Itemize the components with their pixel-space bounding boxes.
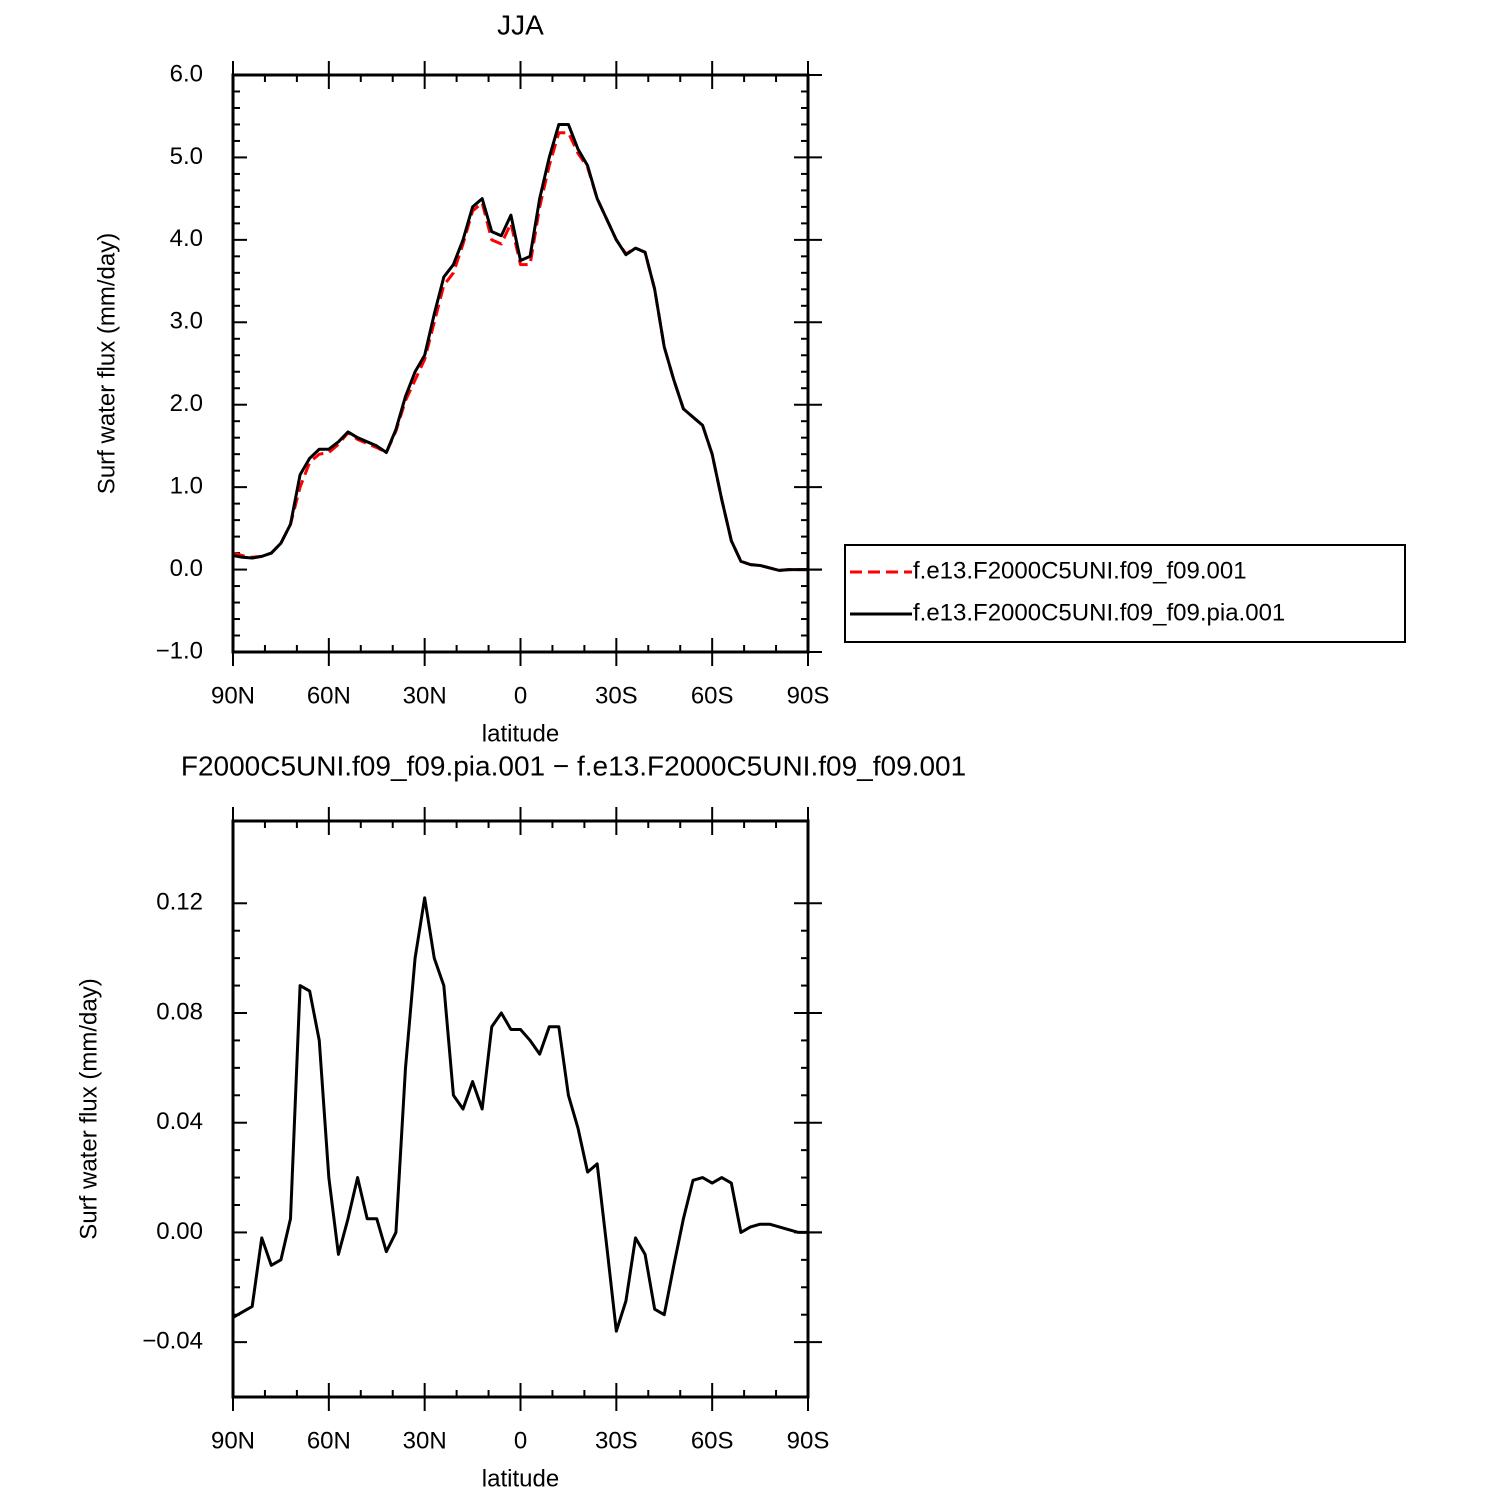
y-tick-label: 5.0: [170, 143, 203, 170]
y-tick-label: 4.0: [170, 225, 203, 252]
x-tick-label: 30S: [595, 682, 638, 709]
x-axis-label: latitude: [482, 1465, 559, 1492]
x-tick-label: 30S: [595, 1427, 638, 1454]
x-axis-label: latitude: [482, 720, 559, 747]
x-tick-label: 90N: [211, 1427, 255, 1454]
legend-label: f.e13.F2000C5UNI.f09_f09.pia.001: [913, 599, 1285, 626]
x-tick-label: 0: [514, 1427, 527, 1454]
y-tick-label: −0.04: [142, 1327, 203, 1354]
y-tick-label: 0.08: [156, 998, 203, 1025]
y-tick-label: 0.04: [156, 1108, 203, 1135]
x-tick-label: 60N: [307, 1427, 351, 1454]
chart-title: JJA: [497, 9, 544, 40]
x-tick-label: 60S: [691, 682, 734, 709]
x-tick-label: 60S: [691, 1427, 734, 1454]
y-tick-label: 0.12: [156, 889, 203, 916]
y-tick-label: 2.0: [170, 390, 203, 417]
y-tick-label: −1.0: [156, 637, 203, 664]
y-tick-label: 3.0: [170, 308, 203, 335]
legend-label: f.e13.F2000C5UNI.f09_f09.001: [913, 557, 1247, 584]
chart-title: F2000C5UNI.f09_f09.pia.001 − f.e13.F2000…: [181, 750, 966, 781]
y-axis-label: Surf water flux (mm/day): [75, 978, 102, 1239]
x-tick-label: 90S: [787, 1427, 830, 1454]
x-tick-label: 30N: [403, 1427, 447, 1454]
data-line: [232, 122, 808, 572]
x-tick-label: 0: [514, 682, 527, 709]
x-tick-label: 90S: [787, 682, 830, 709]
plot-frame: [231, 73, 810, 654]
y-axis-label: Surf water flux (mm/day): [93, 233, 120, 494]
y-tick-label: 1.0: [170, 472, 203, 499]
y-tick-label: 6.0: [170, 60, 203, 87]
x-tick-label: 60N: [307, 682, 351, 709]
plot-frame: [231, 819, 810, 1399]
data-line: [232, 896, 808, 1333]
x-tick-label: 30N: [403, 682, 447, 709]
y-tick-label: 0.0: [170, 555, 203, 582]
x-tick-label: 90N: [211, 682, 255, 709]
y-tick-label: 0.00: [156, 1218, 203, 1245]
legend-box: [844, 544, 1406, 643]
